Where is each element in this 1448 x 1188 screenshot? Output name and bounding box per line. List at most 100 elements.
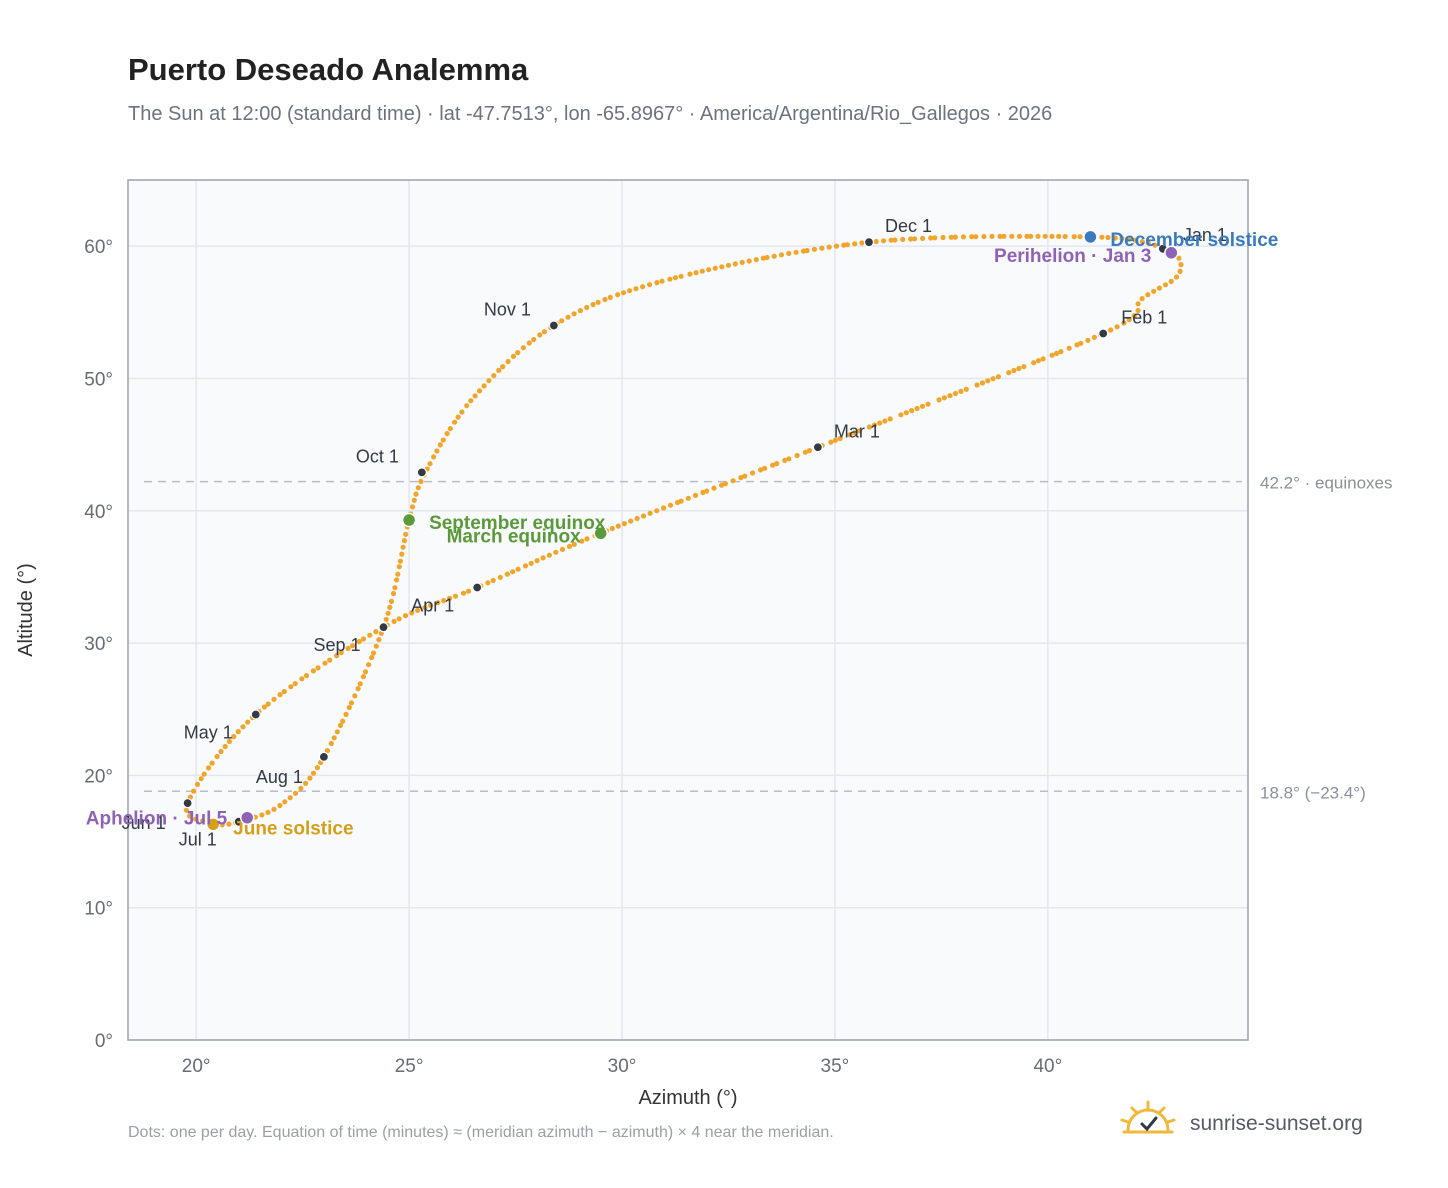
brand[interactable]: sunrise-sunset.org xyxy=(1118,1100,1388,1150)
daily-sun-dot xyxy=(1177,268,1183,274)
month-marker xyxy=(378,622,389,633)
daily-sun-dot xyxy=(1062,233,1068,240)
daily-sun-dot xyxy=(903,410,909,416)
month-label: Nov 1 xyxy=(484,300,531,320)
daily-sun-dot xyxy=(1056,233,1062,239)
y-tick-label: 0° xyxy=(95,1031,113,1052)
daily-sun-dot xyxy=(331,735,337,741)
daily-sun-dot xyxy=(571,311,577,317)
daily-sun-dot xyxy=(928,235,934,241)
daily-sun-dot xyxy=(859,240,865,246)
daily-sun-dot xyxy=(770,462,776,468)
daily-sun-dot xyxy=(259,812,265,818)
daily-sun-dot xyxy=(526,340,532,346)
daily-sun-dot xyxy=(932,235,938,241)
daily-sun-dot xyxy=(559,318,565,324)
daily-sun-dot xyxy=(235,729,241,735)
daily-sun-dot xyxy=(989,233,995,239)
month-marker xyxy=(318,751,329,762)
daily-sun-dot xyxy=(1001,233,1007,239)
daily-sun-dot xyxy=(900,236,906,242)
daily-sun-dot xyxy=(811,246,818,252)
month-label: Jan 1 xyxy=(1183,225,1227,245)
x-tick-label: 20° xyxy=(182,1056,211,1077)
x-tick-label: 25° xyxy=(395,1056,424,1077)
daily-sun-dot xyxy=(1040,356,1046,362)
daily-sun-dot xyxy=(700,489,706,496)
daily-sun-dot xyxy=(888,237,894,243)
daily-sun-dot xyxy=(719,264,725,270)
daily-sun-dot xyxy=(428,602,434,608)
daily-sun-dot xyxy=(444,431,450,437)
month-marker xyxy=(416,467,427,478)
brand-name: sunrise-sunset.org xyxy=(1190,1112,1363,1135)
daily-sun-dot xyxy=(383,616,389,622)
daily-sun-dot xyxy=(415,485,421,491)
daily-sun-dot xyxy=(647,282,653,288)
daily-sun-dot xyxy=(847,432,853,438)
daily-sun-dot xyxy=(609,525,615,532)
daily-sun-dot xyxy=(496,367,502,373)
daily-sun-dot xyxy=(401,538,407,544)
daily-sun-dot xyxy=(343,711,349,718)
daily-sun-dot xyxy=(739,259,745,265)
daily-sun-dot xyxy=(191,788,197,794)
daily-sun-dot xyxy=(672,275,679,281)
daily-sun-dot xyxy=(288,684,294,690)
daily-sun-dot xyxy=(310,770,317,776)
daily-sun-dot xyxy=(941,395,948,401)
daily-sun-dot xyxy=(1168,278,1174,284)
daily-sun-dot xyxy=(909,408,915,414)
x-tick-label: 35° xyxy=(821,1056,850,1077)
daily-sun-dot xyxy=(226,738,232,745)
daily-sun-dot xyxy=(315,665,321,671)
daily-sun-dot xyxy=(373,629,379,635)
daily-sun-dot xyxy=(193,816,199,822)
event-label: December solstice xyxy=(1110,230,1278,251)
daily-sun-dot xyxy=(667,276,673,282)
daily-sun-dot xyxy=(774,461,780,467)
daily-sun-dot xyxy=(271,806,277,812)
event-label: March equinox xyxy=(447,526,582,547)
daily-sun-dot xyxy=(908,236,914,242)
daily-sun-dot xyxy=(338,650,344,656)
daily-sun-dot xyxy=(459,409,465,415)
event-label: Perihelion · Jan 3 xyxy=(994,246,1151,267)
daily-sun-dot xyxy=(960,234,967,240)
daily-sun-dot xyxy=(661,505,667,511)
daily-sun-dot xyxy=(852,241,858,247)
daily-sun-dot xyxy=(711,485,717,491)
y-tick-label: 20° xyxy=(84,766,113,787)
month-label: Mar 1 xyxy=(834,421,880,441)
daily-sun-dot xyxy=(1173,274,1180,280)
daily-sun-dot xyxy=(919,403,926,409)
y-tick-label: 50° xyxy=(84,369,113,390)
daily-sun-dot xyxy=(675,499,681,506)
daily-sun-dot xyxy=(328,740,334,747)
daily-sun-dot xyxy=(1035,358,1041,364)
daily-sun-dot xyxy=(615,523,621,529)
daily-sun-dot xyxy=(802,449,809,455)
daily-sun-dot xyxy=(640,284,646,290)
month-label: Sep 1 xyxy=(314,635,361,655)
daily-sun-dot xyxy=(832,437,839,443)
daily-sun-dot xyxy=(1139,239,1145,245)
daily-sun-dot xyxy=(1099,234,1105,240)
daily-sun-dot xyxy=(914,405,920,412)
daily-sun-dot xyxy=(486,378,492,384)
daily-sun-dot xyxy=(1054,350,1060,356)
event-marker xyxy=(401,512,417,528)
event-marker xyxy=(593,526,608,541)
daily-sun-dot xyxy=(1145,292,1151,298)
reference-line-label: 18.8° (−23.4°) xyxy=(1260,783,1366,802)
daily-sun-dot xyxy=(1085,337,1091,343)
daily-sun-dot xyxy=(240,724,246,730)
daily-sun-dot xyxy=(409,504,416,510)
daily-sun-dot xyxy=(856,428,863,434)
daily-sun-dot xyxy=(402,613,409,619)
daily-sun-dot xyxy=(826,244,832,250)
daily-sun-dot xyxy=(851,430,858,436)
daily-sun-dot xyxy=(793,249,799,255)
daily-sun-dot xyxy=(577,308,584,314)
page-title: Puerto Deseado Analemma xyxy=(128,52,529,87)
